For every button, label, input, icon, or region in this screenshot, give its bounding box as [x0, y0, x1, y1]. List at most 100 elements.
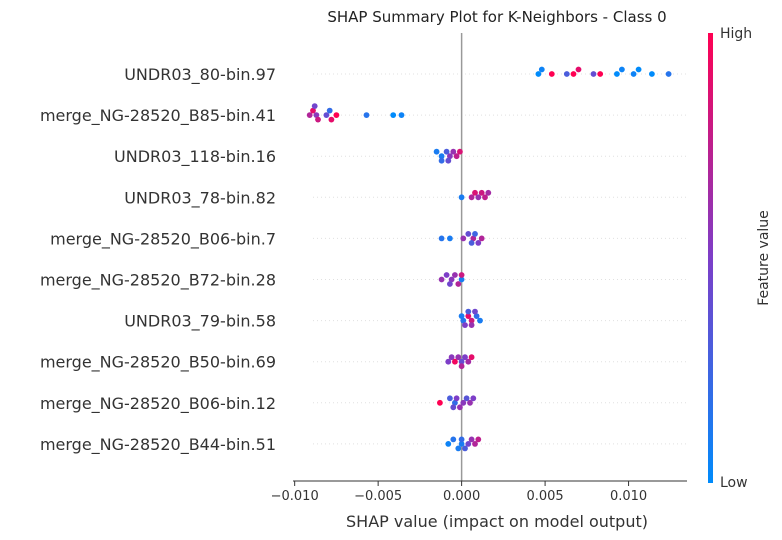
shap-point [443, 148, 450, 155]
shap-point [438, 235, 445, 242]
feature-label: merge_NG-28520_B72-bin.28 [40, 271, 276, 291]
shap-point [460, 317, 467, 324]
shap-point [475, 436, 482, 443]
shap-point [470, 395, 477, 402]
shap-point [448, 354, 455, 361]
shap-point [563, 71, 570, 77]
shap-point [447, 235, 453, 242]
shap-point [450, 436, 457, 443]
shap-point [315, 116, 321, 123]
shap-point [437, 399, 443, 406]
shap-point [447, 281, 453, 287]
colorbar: High Low Feature value [708, 26, 772, 491]
shap-point [455, 445, 462, 452]
shap-point [465, 441, 472, 447]
shap-point [398, 112, 405, 118]
shap-point [463, 395, 470, 402]
x-ticks: −0.010 −0.005 0.000 0.005 0.010 [271, 481, 647, 504]
shap-point [438, 153, 445, 160]
shap-point [535, 71, 542, 77]
shap-points [306, 66, 672, 452]
x-tick-label: 0.000 [443, 489, 480, 504]
shap-point [450, 148, 457, 155]
x-tick-label: 0.005 [526, 489, 563, 504]
colorbar-title: Feature value [756, 210, 772, 306]
feature-label: UNDR03_118-bin.16 [114, 147, 276, 167]
shap-point [472, 231, 478, 237]
shap-point [614, 71, 620, 77]
shap-point [443, 272, 450, 278]
colorbar-gradient [708, 33, 713, 483]
shap-point [452, 358, 458, 365]
shap-point [306, 112, 313, 118]
shap-point [458, 436, 465, 443]
feature-label: UNDR03_78-bin.82 [124, 188, 276, 208]
shap-point [453, 153, 460, 160]
shap-point [468, 354, 475, 361]
shap-point [448, 276, 455, 283]
shap-point [472, 441, 478, 447]
feature-label: merge_NG-28520_B50-bin.69 [40, 353, 276, 373]
shap-point [457, 148, 463, 155]
shap-point [328, 116, 335, 123]
shap-point [465, 358, 472, 365]
shap-point [390, 112, 397, 118]
shap-point [472, 189, 478, 196]
shap-point [468, 240, 475, 246]
shap-point [447, 395, 453, 402]
feature-labels: UNDR03_80-bin.97 merge_NG-28520_B85-bin.4… [40, 65, 276, 455]
feature-label: merge_NG-28520_B85-bin.41 [40, 106, 276, 126]
shap-point [597, 71, 604, 77]
shap-point [452, 272, 458, 278]
shap-point [570, 71, 577, 77]
shap-point [477, 317, 483, 324]
shap-point [445, 441, 452, 447]
shap-point [445, 157, 452, 164]
shap-point [475, 240, 482, 246]
feature-label: UNDR03_80-bin.97 [124, 65, 276, 85]
shap-point [458, 358, 465, 365]
shap-point [311, 103, 318, 109]
shap-point [460, 399, 467, 406]
shap-point [458, 194, 465, 201]
shap-point [452, 399, 458, 406]
shap-point [453, 395, 460, 402]
x-axis-title: SHAP value (impact on model output) [346, 512, 648, 531]
shap-point [450, 404, 457, 411]
shap-point [363, 112, 370, 118]
colorbar-high-label: High [720, 26, 752, 42]
shap-point [482, 194, 488, 201]
shap-point [458, 313, 465, 319]
shap-point [313, 112, 320, 118]
shap-point [445, 358, 452, 365]
shap-point [575, 66, 582, 73]
colorbar-low-label: Low [720, 475, 748, 491]
shap-point [465, 308, 472, 315]
shap-point [468, 322, 475, 328]
shap-point [433, 148, 440, 155]
shap-point [457, 404, 463, 411]
shap-point [619, 66, 625, 73]
chart-title: SHAP Summary Plot for K-Neighbors - Clas… [327, 8, 666, 26]
shap-point [590, 71, 597, 77]
shap-point [458, 276, 465, 283]
shap-point [462, 445, 468, 452]
shap-point [323, 112, 330, 118]
shap-point [465, 231, 472, 237]
shap-point [630, 71, 637, 77]
feature-label: merge_NG-28520_B44-bin.51 [40, 435, 276, 455]
shap-point [333, 112, 340, 118]
shap-point [447, 153, 453, 160]
x-tick-label: 0.010 [610, 489, 647, 504]
shap-point [462, 322, 468, 328]
shap-point [635, 66, 642, 73]
shap-point [462, 354, 468, 361]
shap-point [455, 281, 462, 287]
shap-point [458, 441, 465, 447]
shap-point [460, 235, 467, 242]
shap-point [538, 66, 545, 73]
feature-label: UNDR03_79-bin.58 [124, 312, 276, 332]
shap-point [458, 272, 465, 278]
